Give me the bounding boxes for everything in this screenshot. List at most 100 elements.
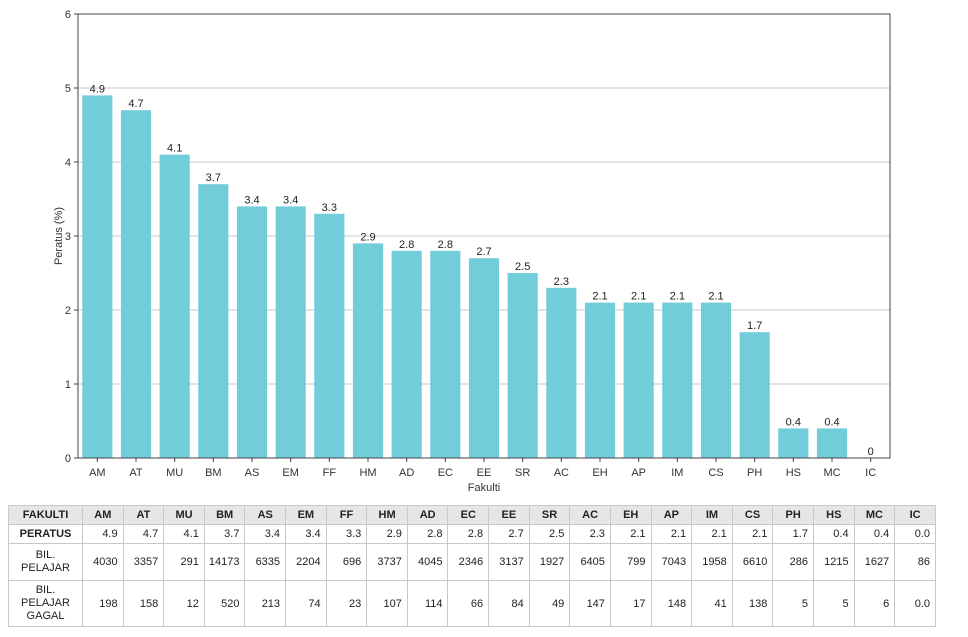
bar-value-label: 1.7 [747, 320, 762, 332]
table-header-cell: MC [853, 505, 896, 525]
table-cell: 3737 [366, 543, 408, 581]
x-tick-label: EC [438, 467, 453, 479]
table-cell: 6405 [569, 543, 611, 581]
bars [82, 95, 848, 459]
plot-frame [77, 13, 891, 459]
table-cell: 4045 [406, 543, 449, 581]
x-tick-label: AC [554, 467, 569, 479]
bar-value-label: 2.8 [399, 239, 414, 251]
table-cell: 66 [447, 580, 490, 627]
x-tick-label: CS [708, 467, 723, 479]
bar-em [275, 206, 306, 458]
bar-ee [468, 258, 500, 458]
table-header-cell: IM [691, 505, 733, 525]
table-cell: 0.4 [853, 524, 896, 544]
table-cell: 84 [488, 580, 530, 627]
x-tick-label: SR [515, 467, 530, 479]
x-tick-label: EE [477, 467, 492, 479]
bar-value-label: 3.4 [283, 194, 298, 206]
bar-ec [430, 250, 461, 458]
x-tick-label: PH [747, 467, 762, 479]
table-cell: 23 [325, 580, 368, 627]
table-cell: 17 [609, 580, 652, 627]
table-header-cell: IC [894, 505, 936, 525]
table-cell: 5 [772, 580, 814, 627]
table-header-cell: AC [569, 505, 611, 525]
x-tick-label: AM [89, 467, 106, 479]
y-tick-label: 2 [65, 305, 71, 317]
bar-value-label: 2.1 [708, 291, 723, 303]
table-cell: 2.7 [488, 524, 530, 544]
table-cell: 696 [325, 543, 368, 581]
table-cell: 2.8 [447, 524, 490, 544]
bar-value-label: 2.1 [631, 291, 646, 303]
bar-value-label: 4.9 [90, 83, 105, 95]
table-cell: 49 [528, 580, 571, 627]
bar-value-label: 0.4 [824, 416, 839, 428]
table-row-label: BIL. PELAJAR [8, 543, 83, 581]
table-header-cell: EC [447, 505, 490, 525]
table-header-row: FAKULTI AM AT MU BM AS EM FF HM AD EC EE SR AC EH AP IM… [8, 505, 936, 525]
x-tick-label: AT [129, 467, 143, 479]
table-cell: 1.7 [772, 524, 814, 544]
bar-at [120, 110, 152, 458]
bar-im [662, 302, 693, 458]
x-tick-label: BM [205, 467, 222, 479]
table-cell: 147 [569, 580, 611, 627]
table-cell: 5 [812, 580, 855, 627]
bar-bm [198, 184, 229, 458]
table-cell: 4.1 [163, 524, 205, 544]
table-cell: 0.4 [812, 524, 855, 544]
table-header-cell: BM [203, 505, 246, 525]
x-axis-title: Fakulti [468, 482, 500, 494]
table-cell: 41 [691, 580, 733, 627]
y-tick-label: 5 [65, 83, 71, 95]
table-cell: 6335 [244, 543, 287, 581]
table-header-label: FAKULTI [8, 505, 83, 525]
table-row: BIL. PELAJAR 4030 3357 291 14173 6335 2204 696 3… [8, 543, 936, 581]
table-cell: 1215 [812, 543, 855, 581]
bar-value-label: 2.8 [438, 239, 453, 251]
y-tick-label: 0 [65, 453, 71, 465]
table-cell: 2346 [447, 543, 490, 581]
table-header-cell: HM [366, 505, 408, 525]
x-tick-label: HM [359, 467, 376, 479]
table-cell: 286 [772, 543, 814, 581]
table-cell: 107 [366, 580, 408, 627]
bar-as [236, 206, 268, 458]
bar-value-label: 2.7 [476, 246, 491, 258]
table-header-cell: CS [731, 505, 774, 525]
table-cell: 114 [406, 580, 449, 627]
table-cell: 3.3 [325, 524, 368, 544]
table-cell: 12 [163, 580, 205, 627]
table-cell: 213 [244, 580, 287, 627]
table-cell: 2.1 [691, 524, 733, 544]
bar-cs [700, 302, 732, 458]
bar-ac [546, 287, 577, 458]
table-header-cell: EH [609, 505, 652, 525]
table-cell: 3357 [122, 543, 165, 581]
table-header-cell: AP [650, 505, 693, 525]
table-cell: 3.4 [244, 524, 287, 544]
table-cell: 86 [894, 543, 936, 581]
table-header-cell: SR [528, 505, 571, 525]
table-cell: 2.5 [528, 524, 571, 544]
data-table: FAKULTI AM AT MU BM AS EM FF HM AD EC EE SR AC EH AP IM… [8, 505, 936, 627]
x-tick-label: MC [823, 467, 840, 479]
table-row-label: PERATUS [8, 524, 83, 544]
table-cell: 799 [609, 543, 652, 581]
table-cell: 3.7 [203, 524, 246, 544]
table-cell: 198 [82, 580, 124, 627]
table-cell: 4.7 [122, 524, 165, 544]
table-row: PERATUS 4.9 4.7 4.1 3.7 3.4 3.4 3.3 2.9 2.8 2.8 2.7… [8, 524, 936, 544]
table-header-cell: EM [285, 505, 327, 525]
table-cell: 4030 [82, 543, 124, 581]
table-cell: 1958 [691, 543, 733, 581]
table-cell: 2.8 [406, 524, 449, 544]
table-header-cell: AS [244, 505, 287, 525]
x-tick-label: HS [786, 467, 801, 479]
table-cell: 2.9 [366, 524, 408, 544]
bar-value-label: 4.1 [167, 143, 182, 155]
bar-am [82, 95, 113, 459]
bar-mc [816, 428, 848, 458]
